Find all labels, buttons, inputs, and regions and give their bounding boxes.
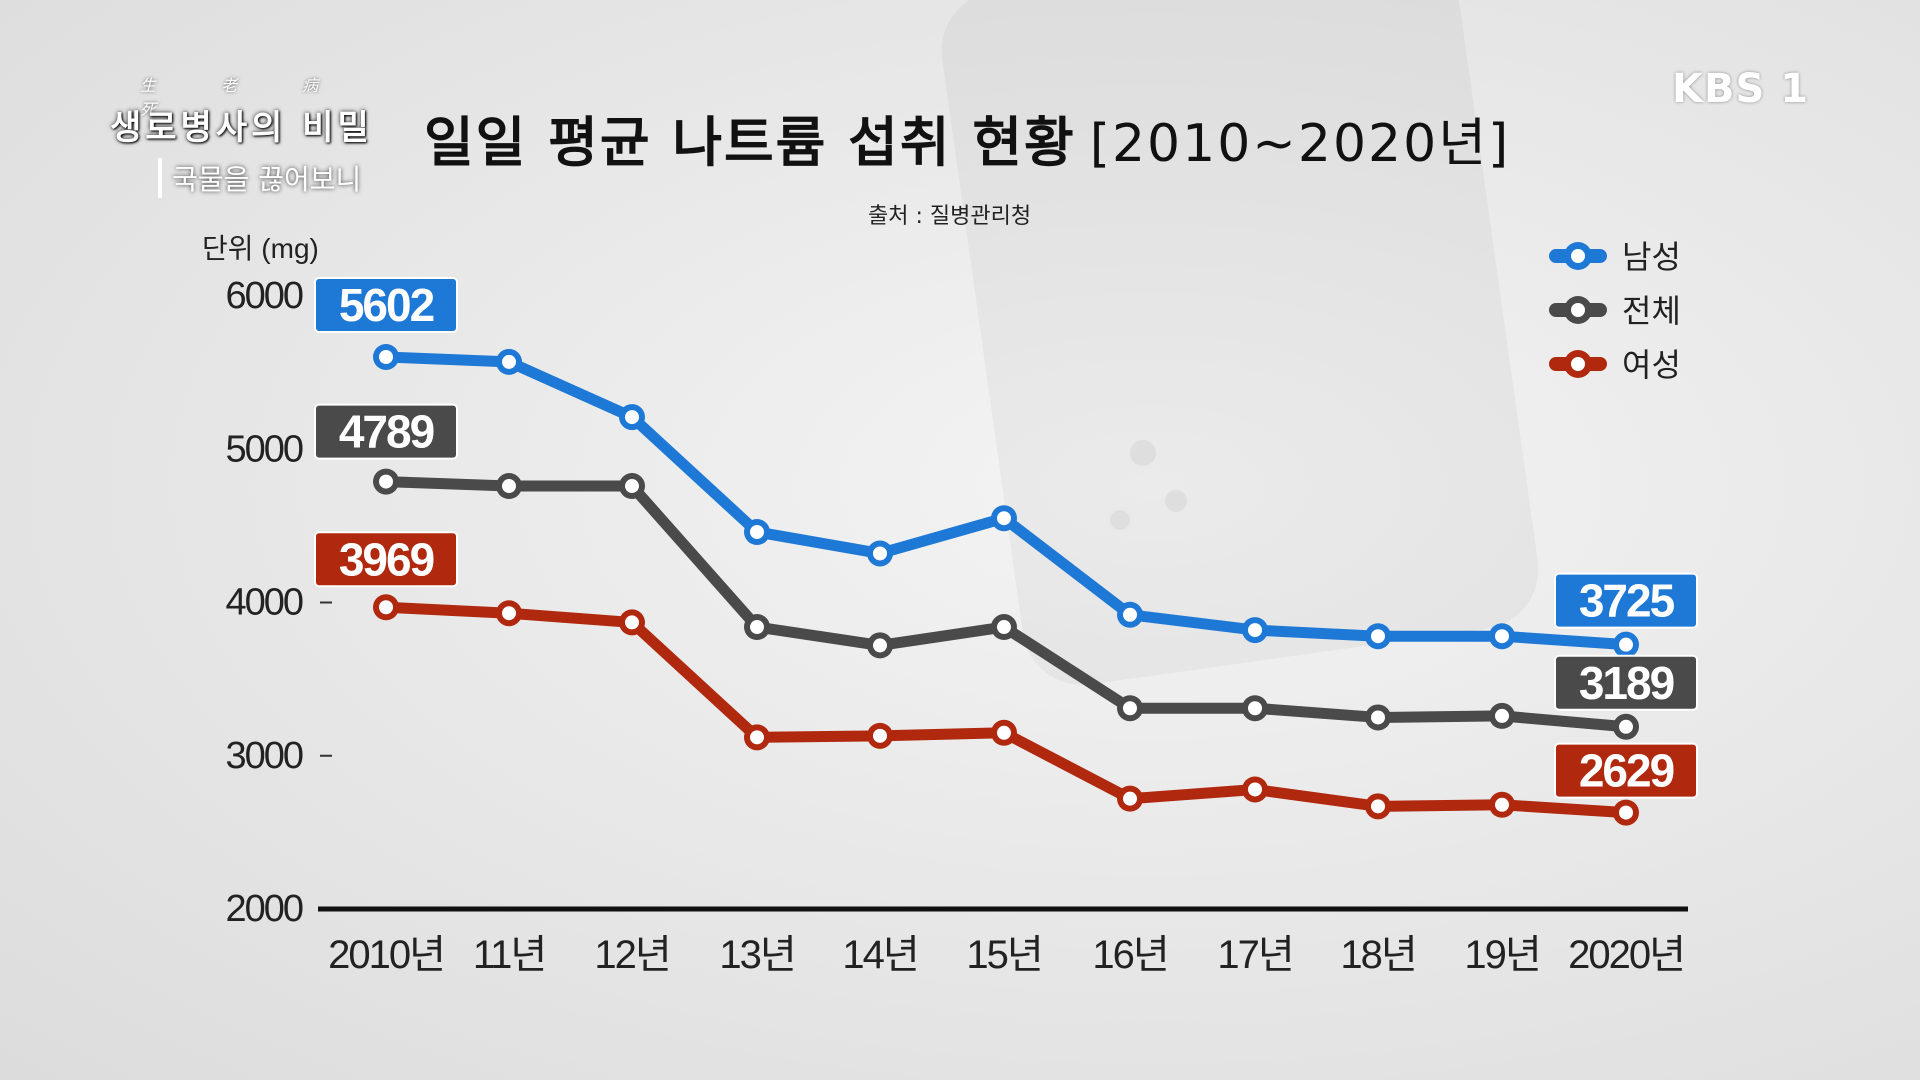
data-label: 2629 xyxy=(1579,745,1674,797)
data-point-center xyxy=(997,511,1011,526)
data-point-center xyxy=(873,546,887,561)
y-tick-label: 2000 xyxy=(225,888,302,930)
background-dot xyxy=(1130,440,1156,466)
x-tick-label: 13년 xyxy=(719,933,794,977)
data-point-center xyxy=(1371,799,1385,814)
legend-swatch-center xyxy=(1571,357,1585,371)
data-point-center xyxy=(1495,708,1509,723)
data-point-center xyxy=(1123,701,1137,716)
data-point-center xyxy=(1248,701,1262,716)
data-label: 4789 xyxy=(339,406,434,458)
show-title: 생로병사의 비밀 xyxy=(110,108,373,148)
chart-title: 일일 평균 나트륨 섭취 현황 [2010~2020년] xyxy=(424,98,1510,177)
data-label-box xyxy=(1554,572,1698,629)
x-tick-label: 18년 xyxy=(1340,933,1415,977)
data-label-box xyxy=(1554,742,1698,799)
background-dot xyxy=(1165,490,1187,512)
data-point-center xyxy=(997,725,1011,740)
data-label-box xyxy=(314,276,458,333)
y-tick-label: 3000 xyxy=(225,735,302,777)
y-axis-label: 단위 (mg) xyxy=(202,233,319,264)
data-point-center xyxy=(625,615,639,630)
x-tick-label: 15년 xyxy=(966,933,1041,977)
data-point-center xyxy=(625,479,639,494)
data-label: 3189 xyxy=(1579,657,1674,709)
x-tick-label: 2010년 xyxy=(328,933,444,977)
data-point-center xyxy=(1248,623,1262,638)
data-label: 3725 xyxy=(1579,575,1675,627)
chart-title-main: 일일 평균 나트륨 섭취 현황 xyxy=(424,111,1076,174)
data-point-center xyxy=(502,606,516,621)
x-tick-label: 16년 xyxy=(1092,933,1167,977)
show-logo-hanja: 生 老 病 死 xyxy=(140,76,349,119)
data-point-center xyxy=(502,354,516,369)
data-point-center xyxy=(1619,719,1633,734)
data-label-box xyxy=(314,531,458,588)
data-point-center xyxy=(502,479,516,494)
chart-title-period: [2010~2020년] xyxy=(1089,114,1511,174)
legend-label: 전체 xyxy=(1622,293,1681,329)
data-label-box xyxy=(314,403,458,460)
show-logo: 生 老 病 死 생로병사의 비밀 국물을 끊어보니 xyxy=(110,72,410,202)
data-point-center xyxy=(1619,637,1633,652)
x-tick-label: 2020년 xyxy=(1568,933,1684,977)
data-point-center xyxy=(1248,782,1262,797)
data-point-center xyxy=(750,620,764,635)
y-tick-label: 5000 xyxy=(225,428,302,470)
x-tick-label: 17년 xyxy=(1217,933,1292,977)
data-point-center xyxy=(625,410,639,425)
data-label-box xyxy=(1554,654,1698,711)
channel-logo: KBS 1 xyxy=(1672,66,1810,112)
data-point-center xyxy=(1371,710,1385,725)
data-point-center xyxy=(873,728,887,743)
legend-label: 남성 xyxy=(1622,239,1681,275)
chart-source: 출처 : 질병관리청 xyxy=(868,204,1032,229)
series-line xyxy=(380,351,1632,651)
data-point-center xyxy=(1371,629,1385,644)
y-tick-label: 4000 xyxy=(225,582,302,624)
data-point-center xyxy=(873,638,887,653)
background-dot xyxy=(1110,510,1130,530)
y-tick-label: 6000 xyxy=(225,275,302,317)
data-point-center xyxy=(1619,805,1633,820)
x-tick-label: 19년 xyxy=(1464,933,1539,977)
data-point-center xyxy=(997,620,1011,635)
data-label: 5602 xyxy=(339,279,434,331)
data-point-center xyxy=(750,525,764,540)
data-point-center xyxy=(379,474,393,489)
x-tick-label: 12년 xyxy=(594,933,669,977)
legend-swatch-center xyxy=(1571,303,1585,317)
data-point-center xyxy=(379,600,393,615)
x-tick-label: 11년 xyxy=(473,933,545,977)
data-point-center xyxy=(1495,629,1509,644)
data-point-center xyxy=(1495,797,1509,812)
x-tick-label: 14년 xyxy=(842,933,917,977)
data-point-center xyxy=(1123,791,1137,806)
data-point-center xyxy=(379,349,393,364)
data-label: 3969 xyxy=(339,533,434,585)
data-point-center xyxy=(750,730,764,745)
data-point-center xyxy=(1123,607,1137,622)
legend-label: 여성 xyxy=(1622,347,1681,383)
episode-subtitle: 국물을 끊어보니 xyxy=(158,158,361,198)
legend-swatch-center xyxy=(1571,249,1585,263)
